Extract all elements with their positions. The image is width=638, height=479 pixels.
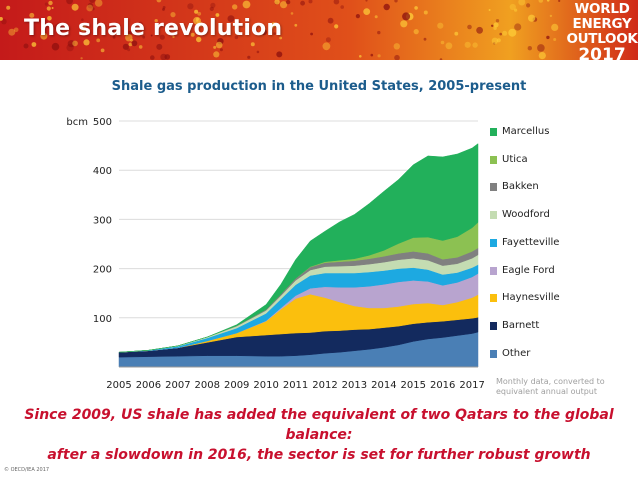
y-tick-labels: 100 200 300 400 500 [93,117,112,325]
x-tick-label: 2015 [401,380,426,391]
x-tick-label: 2011 [283,380,308,391]
logo-year: 2017 [578,45,626,61]
x-tick-labels: 2005 2006 2007 2008 2009 2010 2011 2012 2013 2014… [106,380,485,391]
headline-line-1: Since 2009, US shale has added the equiv… [24,407,614,443]
x-tick-label: 2012 [312,380,337,391]
legend-label: Fayetteville [502,236,560,248]
legend-label: Bakken [502,181,539,193]
copyright-notice: © OECD/IEA 2017 [4,467,50,473]
headline: Since 2009, US shale has added the equiv… [0,405,638,465]
x-tick-label: 2014 [371,380,396,391]
x-tick-label: 2005 [106,380,131,391]
legend-label: Woodford [502,209,550,221]
legend-swatch [490,294,497,303]
x-tick-label: 2016 [430,380,455,391]
y-axis-label: bcm [66,117,88,128]
x-tick-label: 2009 [224,380,249,391]
x-tick-label: 2013 [342,380,367,391]
legend-swatch [490,128,497,136]
legend-swatch [490,238,497,247]
legend-swatch [490,183,497,192]
headline-line-2: after a slowdown in 2016, the sector is … [47,447,591,463]
legend-label: Haynesville [502,292,560,304]
legend-label: Barnett [502,319,540,331]
area-marcellus [118,143,479,353]
y-tick-label: 100 [93,314,112,325]
logo-word-world: WORLD [574,1,630,17]
slide-title: The shale revolution [24,16,283,41]
legend-swatch [490,321,497,330]
weo-logo: WORLD ENERGY OUTLOOK 2017 [566,1,638,61]
banner-background [0,0,638,60]
legend-swatch [490,349,497,358]
legend-label: Utica [502,153,528,165]
y-tick-label: 400 [93,166,112,177]
y-tick-label: 500 [93,117,112,128]
header-banner: The shale revolution WORLD ENERGY OUTLOO… [0,0,638,60]
legend-label: Other [502,347,531,359]
x-tick-label: 2008 [195,380,220,391]
x-tick-label: 2007 [165,380,190,391]
y-tick-label: 300 [93,215,112,226]
chart-note: Monthly data, converted to equivalent an… [496,377,605,396]
legend-swatch [490,155,497,164]
legend-swatch [490,211,497,220]
legend-label: Marcellus [502,126,550,137]
legend-swatch [490,266,497,275]
legend-label: Eagle Ford [502,264,555,276]
area-layers [118,143,479,368]
x-tick-label: 2006 [136,380,161,391]
logo-word-energy: ENERGY [572,16,632,32]
y-tick-label: 200 [93,265,112,276]
chart-title: Shale gas production in the United State… [111,79,527,94]
logo-word-outlook: OUTLOOK [566,31,638,47]
x-tick-label: 2017 [459,380,484,391]
x-tick-label: 2010 [253,380,278,391]
